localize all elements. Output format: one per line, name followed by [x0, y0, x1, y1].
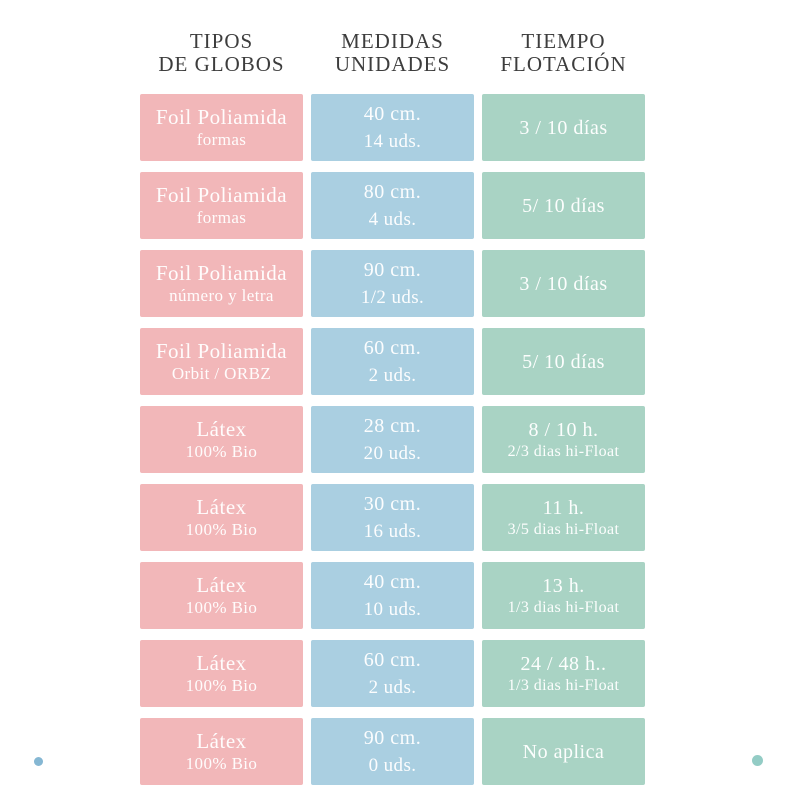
- balloon-type-cell-line2: formas: [196, 129, 247, 149]
- column-header-tiempo: TIEMPO FLOTACIÓN: [482, 30, 645, 83]
- measure-units-cell: 60 cm. 2 uds.: [311, 640, 474, 707]
- float-time-cell: 11 h. 3/5 dias hi-Float: [482, 484, 645, 551]
- balloon-type-cell: Foil Poliamida formas: [140, 172, 303, 239]
- measure-units-cell-line1: 30 cm.: [363, 492, 422, 515]
- measure-units-cell-line1: 28 cm.: [363, 414, 422, 437]
- measure-units-cell-line2: 20 uds.: [363, 442, 422, 464]
- float-time-cell-line1: 11 h.: [542, 496, 585, 519]
- float-time-cell: 8 / 10 h. 2/3 dias hi-Float: [482, 406, 645, 473]
- decorative-dot-left: [34, 757, 43, 766]
- balloon-type-cell-line1: Látex: [196, 650, 247, 675]
- measure-units-cell-line1: 60 cm.: [363, 336, 422, 359]
- column-header-tipos: TIPOS DE GLOBOS: [140, 30, 303, 83]
- balloon-type-cell: Látex 100% Bio: [140, 640, 303, 707]
- balloon-type-cell-line1: Foil Poliamida: [155, 182, 288, 207]
- measure-units-cell-line1: 90 cm.: [363, 726, 422, 749]
- measure-units-cell: 30 cm. 16 uds.: [311, 484, 474, 551]
- balloon-type-cell-line2: 100% Bio: [185, 519, 258, 539]
- measure-units-cell: 40 cm. 14 uds.: [311, 94, 474, 161]
- column-header-medidas: MEDIDAS UNIDADES: [311, 30, 474, 83]
- measure-units-cell-line2: 4 uds.: [368, 208, 417, 230]
- balloon-type-cell-line1: Foil Poliamida: [155, 260, 288, 285]
- balloon-type-cell: Foil Poliamida Orbit / ORBZ: [140, 328, 303, 395]
- float-time-cell-line1: 3 / 10 días: [519, 272, 608, 295]
- balloon-table: TIPOS DE GLOBOS MEDIDAS UNIDADES TIEMPO …: [140, 30, 645, 785]
- balloon-type-cell: Látex 100% Bio: [140, 484, 303, 551]
- float-time-cell: No aplica: [482, 718, 645, 785]
- float-time-cell-line1: 24 / 48 h..: [520, 652, 607, 675]
- measure-units-cell-line1: 40 cm.: [363, 570, 422, 593]
- header-medidas-line1: MEDIDAS: [341, 29, 444, 53]
- float-time-cell-line2: 2/3 dias hi-Float: [507, 442, 620, 460]
- measure-units-cell-line1: 90 cm.: [363, 258, 422, 281]
- measure-units-cell-line2: 16 uds.: [363, 520, 422, 542]
- measure-units-cell-line2: 14 uds.: [363, 130, 422, 152]
- measure-units-cell-line2: 10 uds.: [363, 598, 422, 620]
- balloon-type-cell-line2: formas: [196, 207, 247, 227]
- float-time-cell-line1: 13 h.: [542, 574, 585, 597]
- balloon-type-cell-line1: Foil Poliamida: [155, 338, 288, 363]
- float-time-cell-line1: No aplica: [522, 740, 605, 763]
- measure-units-cell-line2: 2 uds.: [368, 364, 417, 386]
- measure-units-cell-line1: 60 cm.: [363, 648, 422, 671]
- balloon-type-cell-line1: Látex: [196, 572, 247, 597]
- balloon-type-cell-line2: 100% Bio: [185, 441, 258, 461]
- header-tipos-line1: TIPOS: [189, 29, 254, 53]
- header-medidas-line2: UNIDADES: [334, 51, 451, 76]
- float-time-cell-line2: 1/3 dias hi-Float: [507, 598, 620, 616]
- float-time-cell-line1: 3 / 10 días: [519, 116, 608, 139]
- balloon-type-cell-line2: 100% Bio: [185, 597, 258, 617]
- float-time-cell: 3 / 10 días: [482, 94, 645, 161]
- measure-units-cell: 28 cm. 20 uds.: [311, 406, 474, 473]
- measure-units-cell: 80 cm. 4 uds.: [311, 172, 474, 239]
- float-time-cell-line1: 5/ 10 días: [522, 194, 605, 217]
- float-time-cell: 24 / 48 h.. 1/3 dias hi-Float: [482, 640, 645, 707]
- balloon-type-cell-line2: 100% Bio: [185, 675, 258, 695]
- header-tipos-line2: DE GLOBOS: [158, 51, 285, 76]
- measure-units-cell: 40 cm. 10 uds.: [311, 562, 474, 629]
- balloon-type-cell: Látex 100% Bio: [140, 406, 303, 473]
- balloon-type-cell-line1: Foil Poliamida: [155, 104, 288, 129]
- float-time-cell-line2: 1/3 dias hi-Float: [507, 676, 620, 694]
- balloon-type-cell-line2: Orbit / ORBZ: [171, 363, 272, 383]
- measure-units-cell-line2: 1/2 uds.: [360, 286, 425, 308]
- float-time-cell-line2: 3/5 dias hi-Float: [507, 520, 620, 538]
- measure-units-cell-line2: 2 uds.: [368, 676, 417, 698]
- balloon-type-cell: Foil Poliamida número y letra: [140, 250, 303, 317]
- measure-units-cell: 60 cm. 2 uds.: [311, 328, 474, 395]
- balloon-type-cell: Látex 100% Bio: [140, 718, 303, 785]
- balloon-type-cell: Látex 100% Bio: [140, 562, 303, 629]
- header-tiempo-line2: FLOTACIÓN: [500, 51, 627, 76]
- balloon-type-cell-line1: Látex: [196, 728, 247, 753]
- float-time-cell: 13 h. 1/3 dias hi-Float: [482, 562, 645, 629]
- balloon-type-cell: Foil Poliamida formas: [140, 94, 303, 161]
- measure-units-cell: 90 cm. 0 uds.: [311, 718, 474, 785]
- balloon-type-cell-line2: 100% Bio: [185, 753, 258, 773]
- balloon-type-cell-line1: Látex: [196, 494, 247, 519]
- float-time-cell: 3 / 10 días: [482, 250, 645, 317]
- float-time-cell: 5/ 10 días: [482, 172, 645, 239]
- header-tiempo-line1: TIEMPO: [521, 29, 606, 53]
- measure-units-cell-line1: 80 cm.: [363, 180, 422, 203]
- measure-units-cell-line2: 0 uds.: [368, 754, 417, 776]
- decorative-dot-right: [752, 755, 763, 766]
- measure-units-cell-line1: 40 cm.: [363, 102, 422, 125]
- float-time-cell-line1: 8 / 10 h.: [528, 418, 599, 441]
- float-time-cell-line1: 5/ 10 días: [522, 350, 605, 373]
- float-time-cell: 5/ 10 días: [482, 328, 645, 395]
- measure-units-cell: 90 cm. 1/2 uds.: [311, 250, 474, 317]
- balloon-type-cell-line2: número y letra: [169, 285, 274, 305]
- balloon-type-cell-line1: Látex: [196, 416, 247, 441]
